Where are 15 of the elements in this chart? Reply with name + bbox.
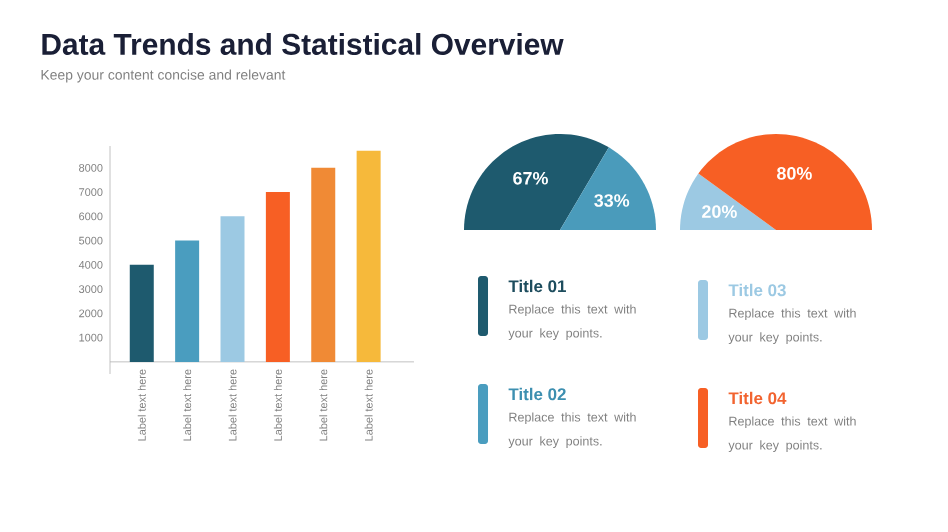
data-label: 67%	[513, 171, 548, 185]
bar	[356, 150, 381, 362]
data-label: 80%	[777, 167, 812, 180]
text: Title 03	[728, 283, 786, 297]
bar	[175, 240, 200, 362]
text: Title 01	[508, 279, 566, 293]
text: Title 04	[728, 391, 787, 405]
data-label: 33%	[594, 194, 630, 207]
chart-title: Data Trends and Statistical Overview	[42, 33, 564, 55]
bar	[311, 167, 336, 362]
bar	[265, 192, 290, 362]
text: Title 02	[508, 387, 566, 401]
bar	[129, 264, 154, 362]
bar	[220, 216, 245, 362]
data-label: 20%	[702, 205, 737, 218]
